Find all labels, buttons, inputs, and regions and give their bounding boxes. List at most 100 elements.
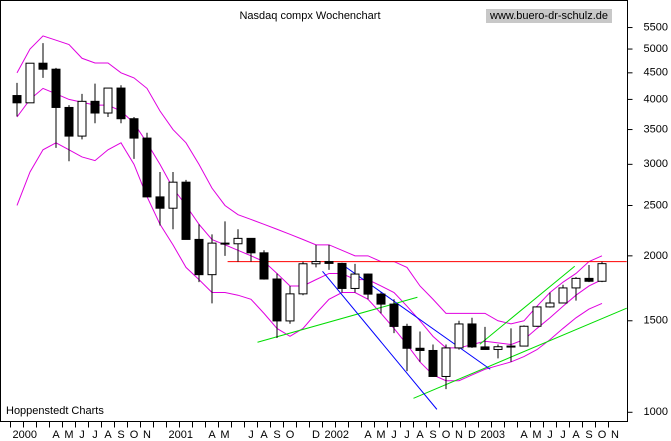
y-tick-label: 1000 (644, 406, 668, 418)
trendline (479, 265, 576, 345)
trendline (413, 307, 627, 399)
candle-body (194, 238, 204, 276)
candle-body (350, 273, 360, 289)
y-tick-label: 2000 (644, 250, 668, 262)
candle-body (428, 349, 438, 377)
candle-body (480, 346, 490, 350)
x-tick-label: A (364, 429, 372, 441)
y-tick-label: 4500 (644, 67, 668, 79)
y-tick-label: 3000 (644, 158, 668, 170)
candle-body (64, 106, 74, 137)
bollinger-band (16, 87, 603, 349)
x-tick-label: S (585, 429, 592, 441)
bollinger-band (16, 142, 603, 382)
candle-body (25, 62, 35, 104)
candle-body (155, 196, 165, 209)
x-tick-label: S (117, 429, 124, 441)
x-tick-label: N (611, 429, 619, 441)
x-tick-label: 2001 (169, 429, 193, 441)
source-url: www.buero-dr-schulz.de (489, 10, 608, 22)
candle-body (389, 303, 399, 327)
x-tick-label: A (208, 429, 216, 441)
bollinger-band (16, 35, 603, 325)
candle-body (584, 277, 594, 282)
candle-body (558, 287, 568, 304)
x-tick-label: O (442, 429, 451, 441)
x-tick-label: 2002 (325, 429, 349, 441)
x-tick-label: D (312, 429, 320, 441)
x-tick-label: D (468, 429, 476, 441)
y-tick-label: 1500 (644, 315, 668, 327)
x-tick-label: N (143, 429, 151, 441)
candle-body (181, 181, 191, 240)
candle-body (324, 261, 334, 264)
candle-body (207, 242, 217, 276)
candle-body (38, 62, 48, 70)
x-tick-label: A (104, 429, 112, 441)
x-tick-label: M (376, 429, 385, 441)
y-tick-label: 2500 (644, 199, 668, 211)
candle-body (337, 262, 347, 289)
candle-body (272, 278, 282, 322)
candle-body (259, 252, 269, 280)
credit: Hoppenstedt Charts (6, 405, 104, 417)
x-tick-label: O (286, 429, 295, 441)
candle-body (363, 273, 373, 295)
x-tick-label: J (404, 429, 410, 441)
candle-body (376, 293, 386, 305)
x-tick-label: 2003 (481, 429, 505, 441)
x-tick-label: J (92, 429, 98, 441)
candle-body (142, 137, 152, 198)
candle-body (311, 261, 321, 265)
x-tick-label: O (598, 429, 607, 441)
candle-body (220, 242, 230, 245)
chart-title: Nasdaq compx Wochenchart (239, 10, 380, 22)
y-tick-label: 3500 (644, 123, 668, 135)
candle-body (90, 100, 100, 114)
x-tick-label: A (260, 429, 268, 441)
x-tick-label: M (532, 429, 541, 441)
candle-body (285, 293, 295, 322)
candle-body (103, 87, 113, 114)
x-tick-label: N (455, 429, 463, 441)
candle-body (545, 302, 555, 308)
x-tick-label: M (220, 429, 229, 441)
candle-body (402, 325, 412, 349)
candle-body (571, 277, 581, 289)
candle-body (597, 263, 607, 282)
plot-frame (0, 0, 628, 422)
candle-body (246, 237, 256, 254)
candle-body (298, 263, 308, 295)
candle-body (415, 347, 425, 351)
candle-body (168, 181, 178, 209)
candle-body (129, 118, 139, 139)
candle-body (233, 237, 243, 245)
x-tick-label: 2000 (13, 429, 37, 441)
x-tick-label: J (248, 429, 254, 441)
x-tick-label: S (273, 429, 280, 441)
candle-body (532, 306, 542, 327)
x-tick-label: J (79, 429, 85, 441)
source-box (486, 9, 612, 23)
candle-body (116, 87, 126, 120)
candle-body (493, 346, 503, 350)
candle-body (441, 347, 451, 377)
trendline (322, 270, 438, 410)
x-tick-label: J (547, 429, 553, 441)
y-tick-label: 5000 (644, 43, 668, 55)
candle-body (506, 345, 516, 348)
y-tick-label: 5500 (644, 21, 668, 33)
candle-body (454, 323, 464, 349)
candle-body (51, 68, 61, 108)
x-tick-label: A (572, 429, 580, 441)
x-tick-label: M (64, 429, 73, 441)
candle-body (12, 95, 22, 104)
x-tick-label: J (391, 429, 397, 441)
x-tick-label: A (52, 429, 60, 441)
x-tick-label: A (416, 429, 424, 441)
y-tick-label: 4000 (644, 93, 668, 105)
x-tick-label: A (520, 429, 528, 441)
x-tick-label: O (130, 429, 139, 441)
candle-body (519, 325, 529, 347)
